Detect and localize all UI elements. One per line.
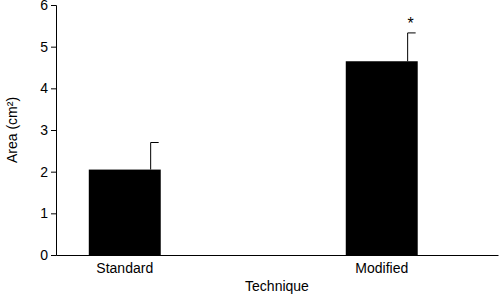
y-tick-mark xyxy=(51,5,56,6)
bar xyxy=(89,170,161,255)
error-cap xyxy=(151,142,159,143)
y-tick-mark xyxy=(51,130,56,131)
y-tick: 0 xyxy=(40,247,56,263)
y-tick-label: 1 xyxy=(40,205,48,221)
x-axis-title: Technique xyxy=(245,278,309,294)
y-tick: 3 xyxy=(40,122,56,138)
chart: 0 1 2 3 4 5 6 Standard Modified Technique Area (cm… xyxy=(0,0,500,294)
y-tick-mark xyxy=(51,213,56,214)
y-tick: 2 xyxy=(40,164,56,180)
y-tick-label: 2 xyxy=(40,164,48,180)
y-tick-mark xyxy=(51,88,56,89)
y-tick-label: 5 xyxy=(40,39,48,55)
y-axis-title: Area (cm²) xyxy=(4,97,20,163)
x-axis: Standard Modified xyxy=(57,255,499,276)
plot-area xyxy=(89,33,418,255)
y-tick-label: 4 xyxy=(40,80,48,96)
x-tick-label: Standard xyxy=(96,260,153,276)
x-tick: Standard xyxy=(96,255,153,276)
y-tick: 6 xyxy=(40,0,56,13)
y-axis: 0 1 2 3 4 5 6 xyxy=(40,0,56,263)
error-cap xyxy=(408,32,416,33)
x-tick: Modified xyxy=(355,255,408,276)
y-tick-label: 3 xyxy=(40,122,48,138)
y-tick-mark xyxy=(51,172,56,173)
bar xyxy=(346,61,418,255)
y-tick-mark xyxy=(51,47,56,48)
y-tick: 4 xyxy=(40,80,56,96)
y-axis-line xyxy=(51,6,57,256)
y-tick-mark xyxy=(51,255,56,256)
error-bar xyxy=(150,143,151,170)
x-tick-label: Modified xyxy=(355,260,408,276)
y-tick: 5 xyxy=(40,39,56,55)
error-bar xyxy=(407,33,408,61)
y-tick: 1 xyxy=(40,205,56,221)
annotation: * xyxy=(408,15,414,32)
x-axis-line xyxy=(57,255,499,256)
y-tick-label: 6 xyxy=(40,0,48,13)
y-tick-label: 0 xyxy=(40,247,48,263)
